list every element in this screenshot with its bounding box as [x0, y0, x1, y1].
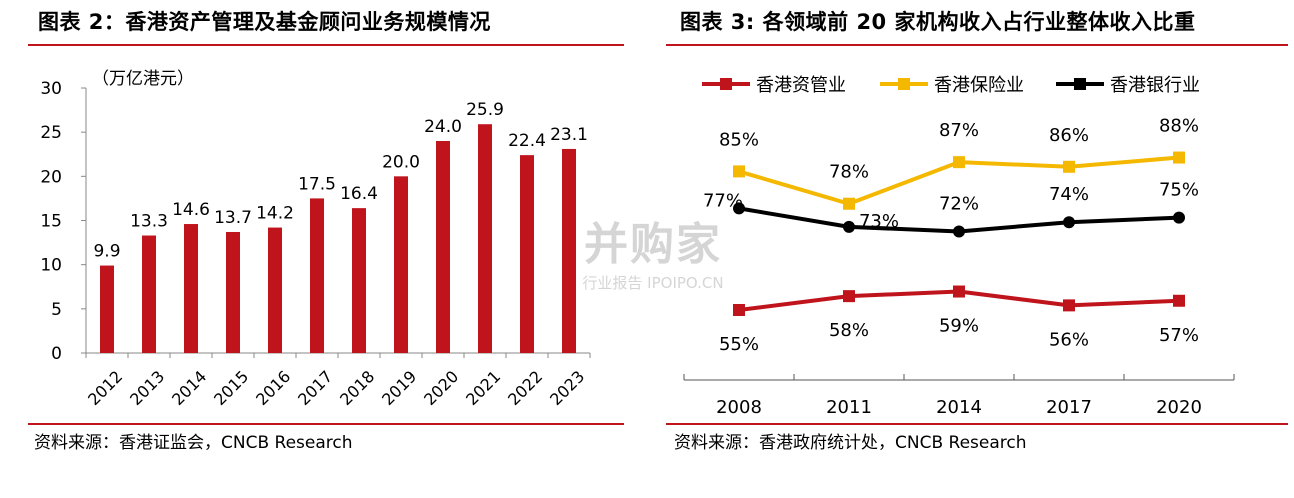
data-label: 58% — [829, 320, 869, 341]
data-point — [1173, 151, 1185, 164]
y-tick-label: 0 — [51, 344, 62, 364]
bar — [226, 231, 240, 353]
source-rule — [28, 423, 624, 425]
data-point — [953, 225, 965, 238]
x-tick-label: 2021 — [462, 367, 504, 409]
line-chart-source: 资料来源：香港政府统计处，CNCB Research — [674, 433, 1027, 453]
bar-data-label: 14.6 — [172, 200, 210, 220]
legend-swatch-marker — [898, 78, 910, 90]
x-tick-label: 2014 — [168, 367, 210, 409]
data-point — [843, 197, 855, 210]
x-tick-label: 2011 — [826, 397, 872, 418]
bar — [394, 176, 408, 353]
y-tick-label: 30 — [40, 79, 62, 99]
legend-entry: 香港资管业 — [756, 75, 846, 96]
legend-swatch-marker — [1074, 78, 1086, 90]
data-point — [733, 165, 745, 178]
bar — [436, 141, 450, 353]
title-rule — [28, 44, 624, 46]
x-tick-label: 2015 — [210, 367, 252, 409]
bar-data-label: 16.4 — [340, 184, 378, 204]
source-rule — [666, 423, 1288, 425]
bar — [478, 124, 492, 353]
data-point — [843, 290, 855, 303]
bar-data-label: 14.2 — [256, 204, 294, 224]
bar-chart-title: 图表 2：香港资产管理及基金顾问业务规模情况 — [38, 10, 491, 34]
x-tick-label: 2018 — [336, 367, 378, 409]
y-tick-label: 15 — [40, 212, 62, 232]
data-point — [1063, 299, 1075, 312]
bar-data-label: 24.0 — [424, 117, 462, 137]
data-point — [733, 202, 745, 215]
x-tick-label: 2022 — [504, 367, 546, 409]
bar — [184, 224, 198, 353]
x-tick-label: 2014 — [936, 397, 982, 418]
data-point — [1173, 211, 1185, 224]
data-label: 55% — [719, 334, 759, 355]
bar-chart-panel: 图表 2：香港资产管理及基金顾问业务规模情况 （万亿港元） 0 5 10 15 20 25 3… — [0, 0, 630, 498]
bar-chart-source: 资料来源：香港证监会，CNCB Research — [34, 433, 353, 453]
data-label: 86% — [1049, 125, 1089, 146]
data-label: 88% — [1159, 116, 1199, 137]
data-point — [1063, 216, 1075, 229]
x-tick-label: 2017 — [1046, 397, 1092, 418]
bar-data-label: 25.9 — [466, 100, 504, 120]
bar — [100, 265, 114, 353]
bar — [268, 227, 282, 353]
data-point — [953, 156, 965, 169]
bar — [562, 148, 576, 353]
data-label: 87% — [939, 120, 979, 141]
line-chart-title: 图表 3: 各领域前 20 家机构收入占行业整体收入比重 — [680, 10, 1196, 34]
data-label: 73% — [859, 211, 899, 232]
x-tick-label: 2020 — [420, 367, 462, 409]
bar — [142, 235, 156, 353]
bar-chart: （万亿港元） 0 5 10 15 20 25 30 9.9 2012 13.3 2013 14.6 201… — [40, 69, 591, 409]
x-tick-label: 2013 — [126, 367, 168, 409]
bar — [520, 155, 534, 353]
data-label: 85% — [719, 129, 759, 150]
bar — [352, 208, 366, 353]
legend-entry: 香港保险业 — [934, 75, 1024, 96]
x-tick-label: 2012 — [84, 367, 126, 409]
line-chart: 香港资管业 香港保险业 香港银行业 2008 2011 2014 2017 2020 55% 58… — [683, 75, 1235, 418]
bar — [310, 198, 324, 353]
x-tick-label: 2020 — [1156, 397, 1202, 418]
title-rule — [666, 44, 1288, 46]
bar-data-label: 13.7 — [214, 208, 252, 228]
data-point — [1173, 294, 1185, 307]
x-tick-label: 2008 — [716, 397, 762, 418]
data-label: 78% — [829, 162, 869, 183]
bar-data-label: 22.4 — [508, 131, 546, 151]
y-tick-label: 5 — [51, 300, 62, 320]
data-point — [953, 285, 965, 298]
data-label: 74% — [1049, 184, 1089, 205]
data-point — [1063, 160, 1075, 173]
unit-label: （万亿港元） — [92, 69, 194, 89]
x-tick-label: 2023 — [546, 367, 588, 409]
data-label: 57% — [1159, 325, 1199, 346]
data-label: 75% — [1159, 180, 1199, 201]
bar-data-label: 17.5 — [298, 174, 336, 194]
data-label: 77% — [703, 190, 743, 211]
y-tick-label: 20 — [40, 167, 62, 187]
y-tick-label: 10 — [40, 256, 62, 276]
data-point — [733, 304, 745, 316]
x-tick-label: 2016 — [252, 367, 294, 409]
data-point — [843, 220, 855, 233]
bar-data-label: 23.1 — [550, 125, 588, 145]
legend-entry: 香港银行业 — [1110, 75, 1200, 96]
bar-data-label: 20.0 — [382, 152, 420, 172]
y-tick-label: 25 — [40, 123, 62, 143]
legend-swatch-marker — [720, 78, 732, 90]
bar-data-label: 9.9 — [93, 242, 120, 262]
line-chart-panel: 图表 3: 各领域前 20 家机构收入占行业整体收入比重 香港资管业 香港保险业香… — [660, 0, 1294, 498]
x-tick-label: 2019 — [378, 367, 420, 409]
data-label: 56% — [1049, 329, 1089, 350]
bar-data-label: 13.3 — [130, 212, 168, 232]
x-tick-label: 2017 — [294, 367, 336, 409]
data-label: 59% — [939, 316, 979, 337]
data-label: 72% — [939, 193, 979, 214]
